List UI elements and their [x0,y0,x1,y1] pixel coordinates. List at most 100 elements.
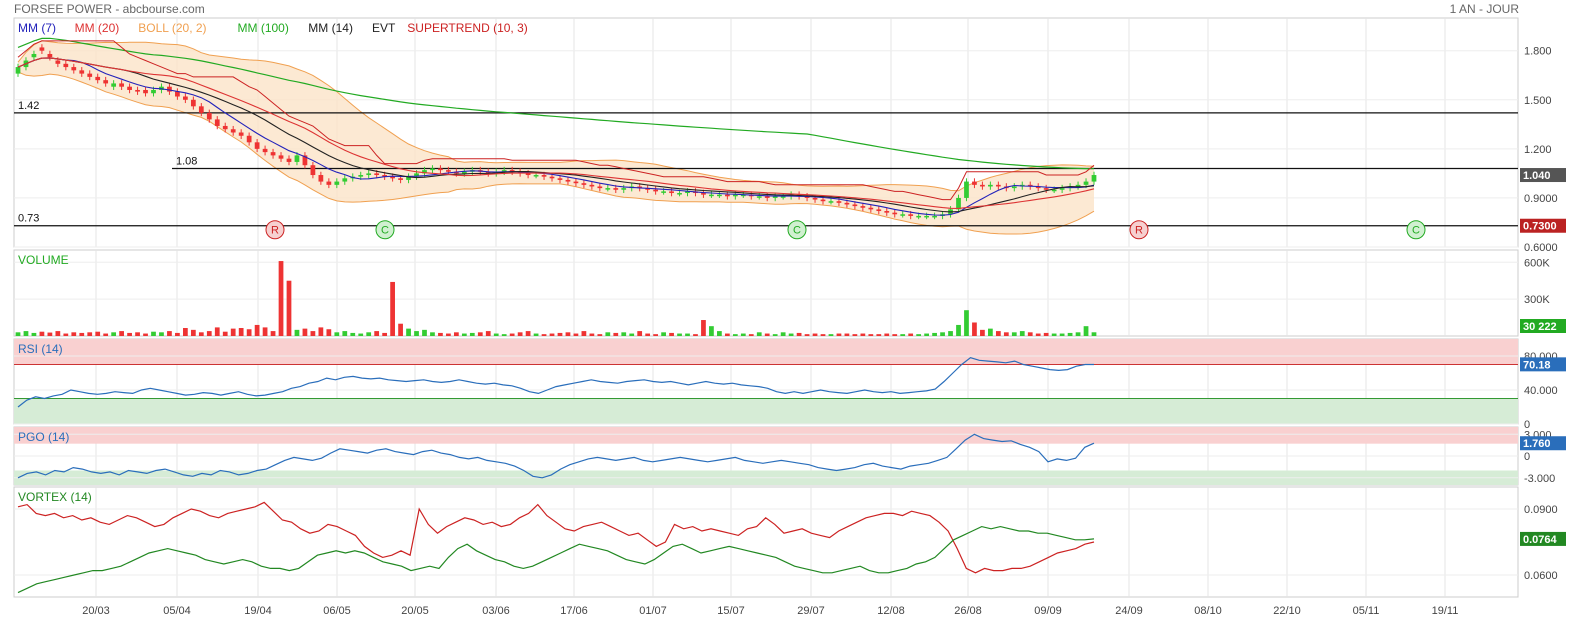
candle-body [318,175,324,182]
x-tick-label: 20/03 [82,605,110,617]
y-tick-label: 0.6000 [1524,242,1558,254]
price-last-value: 1.040 [1523,170,1551,182]
y-tick-label: 0 [1524,419,1530,431]
volume-bar [175,332,180,336]
chart-period[interactable]: 1 AN - JOUR [1449,2,1519,16]
volume-bar [637,331,643,336]
volume-bar [198,332,204,336]
volume-bar [183,328,188,336]
signal-marker-label: R [1135,225,1143,237]
bollinger-lower [17,71,1095,235]
candle-body [995,184,1001,187]
x-tick-label: 29/07 [797,605,825,617]
legend-entry: BOLL (20, 2) [138,21,206,35]
candle-body [167,86,172,92]
candle-body [613,188,619,190]
candle-body [565,179,571,182]
volume-bar [669,332,674,336]
candle-body [653,189,659,192]
pgo-last-value: 1.760 [1523,438,1551,450]
volume-bar [844,333,850,336]
candle-body [446,170,451,172]
candle-body [932,215,937,218]
candle-body [589,184,595,187]
x-tick-label: 22/10 [1273,605,1301,617]
volume-bar [190,329,196,336]
level-label: 1.08 [176,155,197,167]
volume-bar [701,320,706,336]
y-tick-label: 1.500 [1524,95,1552,107]
x-tick-label: 19/11 [1432,605,1459,617]
volume-bar [956,324,961,336]
volume-bar [246,329,252,336]
volume-bar [1035,333,1041,336]
candle-body [908,214,914,216]
candle-body [732,194,738,197]
volume-bar [358,333,364,336]
x-tick-label: 26/08 [954,605,982,617]
candle-body [844,202,850,205]
legend-entry: MM (14) [308,21,353,35]
volume-bar [1059,333,1065,336]
candle-body [900,214,906,216]
volume-bar [748,334,754,336]
candle-body [1043,188,1049,190]
volume-bar [788,333,794,336]
volume-bar [948,331,953,336]
rsi-title: RSI (14) [18,342,63,356]
volume-bar [1051,333,1057,336]
volume-bar [629,333,635,336]
candle-body [127,86,132,90]
candle-body [198,106,204,113]
volume-bar [812,333,818,336]
volume-bar [501,334,507,336]
volume-bar [127,332,132,336]
volume-bar [47,332,53,336]
volume-bar [1003,332,1009,336]
volume-bar [1067,332,1073,336]
volume-bar [756,332,762,336]
volume-bar [924,333,929,336]
candle-body [302,155,308,166]
candle-body [71,67,77,71]
volume-bar [453,332,459,336]
volume-bar [87,332,93,336]
volume-bar [1043,332,1049,336]
rsi-last-value-box [1520,357,1566,372]
pgo-high-zone [14,427,1518,444]
y-tick-label: 600K [1524,257,1550,269]
candle-body [422,170,427,174]
volume-bar [342,331,348,336]
candle-body [111,83,117,87]
volume-bar [222,331,228,336]
candle-body [326,181,332,185]
rsi-overbought-zone [14,339,1518,365]
candle-body [1075,184,1081,187]
candle-body [980,184,985,187]
y-tick-label: 0.0600 [1524,570,1558,582]
candle-body [461,171,467,174]
volume-bar [254,324,260,336]
volume-bar [71,332,77,336]
volume-bar [884,333,890,336]
volume-bar [509,333,515,336]
candle-body [63,63,69,68]
volume-bar [988,328,993,336]
bollinger-band [18,40,1094,234]
candle-body [581,183,587,185]
volume-bar [557,332,563,336]
volume-last-value: 30 222 [1523,321,1557,333]
candle-body [55,60,61,64]
volume-bar [318,327,324,336]
volume-bar [39,331,45,336]
volume-bar [972,322,977,336]
candle-body [175,91,180,97]
candle-body [685,191,690,194]
volume-bar [836,333,842,336]
volume-bar [693,334,698,336]
volume-bar [860,333,866,336]
volume-bar [326,329,332,336]
level-label: 0.73 [18,213,39,225]
candle-body [254,142,260,149]
candle-body [924,215,929,218]
